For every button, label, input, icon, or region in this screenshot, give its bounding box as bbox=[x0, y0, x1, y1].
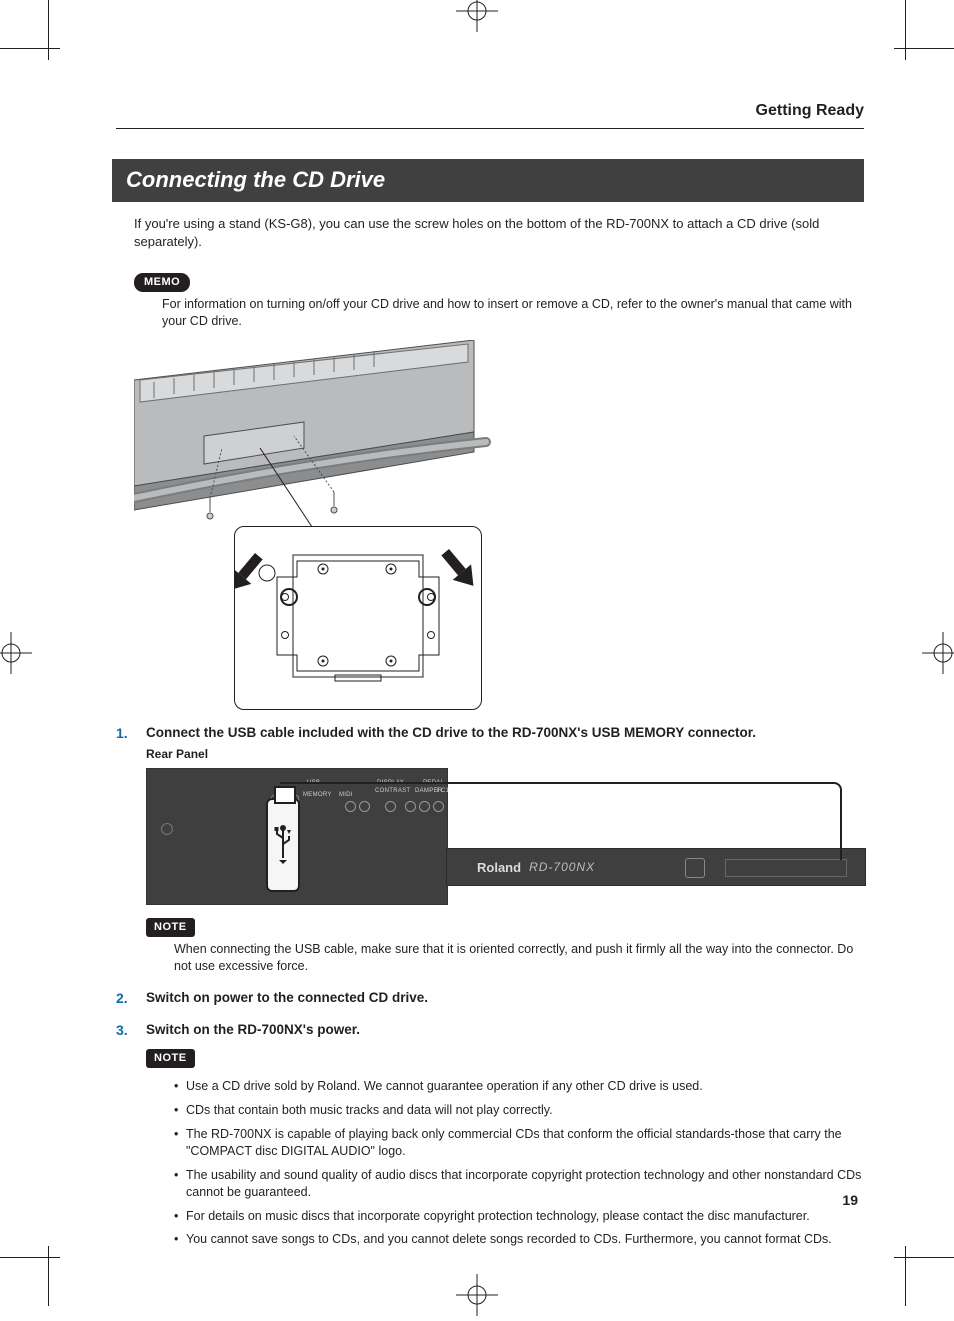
note-text: When connecting the USB cable, make sure… bbox=[174, 941, 864, 975]
step-title: Switch on the RD-700NX's power. bbox=[146, 1021, 864, 1039]
note-item: The RD-700NX is capable of playing back … bbox=[174, 1126, 864, 1160]
note-item: You cannot save songs to CDs, and you ca… bbox=[174, 1231, 864, 1248]
note-item: Use a CD drive sold by Roland. We cannot… bbox=[174, 1078, 864, 1095]
running-head: Getting Ready bbox=[116, 100, 864, 129]
note-item: For details on music discs that incorpor… bbox=[174, 1208, 864, 1225]
memo-label: MEMO bbox=[134, 273, 190, 292]
memo-block: MEMO For information on turning on/off y… bbox=[134, 263, 864, 330]
crop-mark bbox=[894, 48, 954, 49]
step-caption: Rear Panel bbox=[146, 746, 864, 762]
crop-mark bbox=[48, 0, 49, 60]
registration-mark-icon bbox=[922, 632, 954, 674]
crop-mark bbox=[0, 48, 60, 49]
registration-mark-icon bbox=[0, 632, 32, 674]
step-title: Switch on power to the connected CD driv… bbox=[146, 989, 864, 1007]
registration-mark-icon bbox=[456, 0, 498, 32]
note-block: NOTE Use a CD drive sold by Roland. We c… bbox=[146, 1039, 864, 1248]
crop-mark bbox=[0, 1257, 60, 1258]
step-2: Switch on power to the connected CD driv… bbox=[116, 989, 864, 1007]
cd-mount-detail bbox=[234, 526, 482, 710]
crop-mark bbox=[48, 1246, 49, 1306]
note-label: NOTE bbox=[146, 1049, 195, 1068]
figure-rear-panel: USB MEMORY MIDI DISPLAY CONTRAST DAMPER … bbox=[146, 768, 866, 908]
registration-mark-icon bbox=[456, 1274, 498, 1316]
brand-label: Roland bbox=[477, 859, 521, 877]
step-3: Switch on the RD-700NX's power. NOTE Use… bbox=[116, 1021, 864, 1248]
note-item: CDs that contain both music tracks and d… bbox=[174, 1102, 864, 1119]
memo-text: For information on turning on/off your C… bbox=[162, 296, 864, 330]
note-label: NOTE bbox=[146, 918, 195, 937]
note-block: NOTE When connecting the USB cable, make… bbox=[146, 908, 864, 975]
keyboard-underside-illustration bbox=[134, 340, 494, 530]
note-list: Use a CD drive sold by Roland. We cannot… bbox=[146, 1078, 864, 1248]
model-label: RD-700NX bbox=[529, 859, 595, 875]
figure-cd-mount bbox=[134, 340, 864, 710]
crop-mark bbox=[905, 1246, 906, 1306]
screw-icon bbox=[161, 823, 173, 835]
steps-list: Connect the USB cable included with the … bbox=[116, 724, 864, 1248]
crop-mark bbox=[905, 0, 906, 60]
intro-text: If you're using a stand (KS-G8), you can… bbox=[134, 215, 864, 250]
page-number: 19 bbox=[842, 1191, 858, 1210]
usb-cable bbox=[280, 782, 842, 860]
page: Getting Ready Connecting the CD Drive If… bbox=[0, 0, 954, 1306]
crop-mark bbox=[894, 1257, 954, 1258]
section-heading: Connecting the CD Drive bbox=[112, 159, 864, 203]
eject-button-icon bbox=[685, 858, 705, 878]
disc-slot-icon bbox=[725, 859, 847, 877]
step-1: Connect the USB cable included with the … bbox=[116, 724, 864, 975]
usb-plug-icon bbox=[266, 798, 300, 892]
step-title: Connect the USB cable included with the … bbox=[146, 724, 864, 742]
note-item: The usability and sound quality of audio… bbox=[174, 1167, 864, 1201]
